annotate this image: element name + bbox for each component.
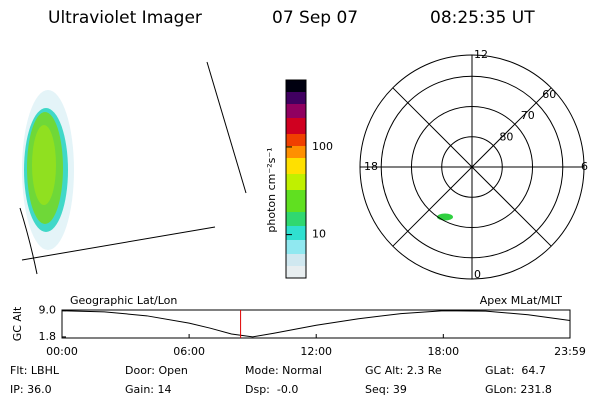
uv-image xyxy=(19,61,247,275)
polar-mlt-label: 18 xyxy=(364,160,378,173)
info-field: Mode: Normal xyxy=(245,364,322,377)
info-field: Seq: 39 xyxy=(365,383,407,396)
x-tick-label: 06:00 xyxy=(173,345,205,358)
polar-spoke xyxy=(471,166,552,247)
info-field: Door: Open xyxy=(125,364,188,377)
polar-mlt-label: 6 xyxy=(581,160,588,173)
info-field: GLon: 231.8 xyxy=(485,383,552,396)
polar-ring-label: 70 xyxy=(521,109,535,122)
info-field: GLat: 64.7 xyxy=(485,364,546,377)
title: Ultraviolet Imager xyxy=(48,8,202,28)
x-tick-label: 12:00 xyxy=(300,345,332,358)
polar-mlt-label: 0 xyxy=(474,268,481,281)
colorbar-label: photon cm⁻²s⁻¹ xyxy=(265,147,278,232)
left-label: Geographic Lat/Lon xyxy=(70,294,177,307)
time: 08:25:35 UT xyxy=(430,8,535,28)
info-field: Dsp: -0.0 xyxy=(245,383,298,396)
polar-ring-label: 60 xyxy=(542,88,556,101)
polar-aurora-spot xyxy=(437,213,453,221)
colorbar-tick-label: 100 xyxy=(312,140,333,153)
colorbar-tick-label: 10 xyxy=(312,228,326,241)
y-tick-label: 1.8 xyxy=(39,330,57,343)
altitude-frame xyxy=(61,309,571,339)
altitude-line xyxy=(61,310,571,338)
y-axis-label: GC Alt xyxy=(11,306,24,341)
x-tick-label: 00:00 xyxy=(46,345,78,358)
info-field: GC Alt: 2.3 Re xyxy=(365,364,442,377)
date: 07 Sep 07 xyxy=(272,8,358,28)
info-field: Flt: LBHL xyxy=(10,364,60,377)
x-tick-label: 23:59 xyxy=(554,345,586,358)
y-tick-label: 9.0 xyxy=(39,304,57,317)
polar-spoke xyxy=(471,87,552,168)
polar-spoke xyxy=(392,87,473,168)
info-field: IP: 36.0 xyxy=(10,383,52,396)
info-field: Gain: 14 xyxy=(125,383,172,396)
polar-ring xyxy=(441,136,503,198)
polar-spoke xyxy=(392,166,473,247)
colorbar-gradient xyxy=(285,79,307,279)
polar-ring xyxy=(410,105,534,229)
x-tick-label: 18:00 xyxy=(427,345,459,358)
polar-ring xyxy=(380,75,564,259)
polar-ring-label: 80 xyxy=(499,131,513,144)
polar-mlt-label: 12 xyxy=(474,48,488,61)
right-label: Apex MLat/MLT xyxy=(480,294,563,307)
